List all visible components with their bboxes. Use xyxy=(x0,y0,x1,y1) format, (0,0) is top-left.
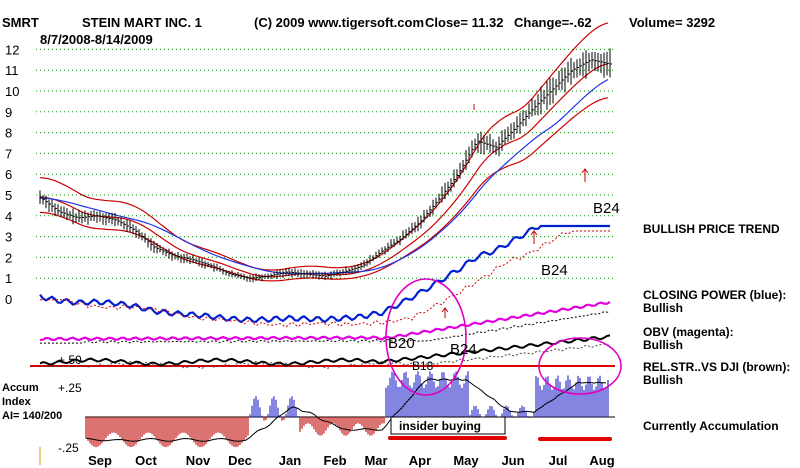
change-readout: Change=-.62 xyxy=(514,15,592,30)
obv-title: OBV (magenta): xyxy=(643,325,734,339)
price-tick-0: 0 xyxy=(5,292,12,307)
x-tick-jan: Jan xyxy=(279,453,301,468)
x-tick-oct: Oct xyxy=(135,453,157,468)
relstr-title: REL.STR..VS DJI (brown): xyxy=(643,360,791,374)
price-tick-2: 2 xyxy=(5,250,12,265)
highlight-ellipse-1 xyxy=(385,278,467,396)
price-tick-9: 9 xyxy=(5,105,12,120)
x-tick-jul: Jul xyxy=(549,453,568,468)
accumulation-ma-line xyxy=(85,378,607,442)
price-tick-6: 6 xyxy=(5,167,12,182)
insider-buying-box xyxy=(390,416,506,435)
obv-state: Bullish xyxy=(643,338,684,352)
x-tick-feb: Feb xyxy=(323,453,346,468)
x-tick-nov: Nov xyxy=(186,453,211,468)
company-name: STEIN MART INC. 1 xyxy=(82,15,202,30)
accum-tick-1: +.25 xyxy=(58,381,82,395)
accum-tick-0: +.50 xyxy=(58,353,82,367)
obv-ma xyxy=(40,311,611,344)
change-value: -.62 xyxy=(569,15,592,30)
volume-readout: Volume= 3292 xyxy=(629,15,715,30)
x-tick-aug: Aug xyxy=(589,453,614,468)
closing-power-state: Bullish xyxy=(643,301,684,315)
x-axis: Sep Oct Nov Dec Jan Feb Mar Apr May Jun Jul Aug xyxy=(88,453,615,468)
accum-state: Currently Accumulation xyxy=(643,419,779,433)
relstr-state: Bullish xyxy=(643,373,684,387)
price-tick-5: 5 xyxy=(5,188,12,203)
buy-arrow-1 xyxy=(441,307,449,318)
price-tick-12: 12 xyxy=(5,42,19,57)
close-readout: Close= 11.32 xyxy=(425,15,503,30)
closing-power-line xyxy=(39,224,610,324)
price-tick-4: 4 xyxy=(5,209,12,224)
relative-strength-line xyxy=(39,334,611,367)
price-bars xyxy=(39,48,612,283)
price-tick-7: 7 xyxy=(5,146,12,161)
closing-power-title: CLOSING POWER (blue): xyxy=(643,288,787,302)
x-tick-mar: Mar xyxy=(364,453,387,468)
lower-band-line xyxy=(39,97,609,282)
red-moving-average xyxy=(39,63,609,278)
buy-arrow-3 xyxy=(581,168,589,182)
price-tick-3: 3 xyxy=(5,230,12,245)
copyright-text: (C) 2009 www.tigersoft.com xyxy=(254,15,424,30)
volume-label: Volume= xyxy=(629,15,683,30)
ticker-label: SMRT xyxy=(2,15,39,30)
accum-tick-2: -.25 xyxy=(58,441,79,455)
close-value: 11.32 xyxy=(471,15,504,30)
buy-arrow-2 xyxy=(530,230,538,244)
closing-power-ma xyxy=(40,230,610,328)
date-range: 8/7/2008-8/14/2009 xyxy=(40,32,153,47)
highlight-ellipse-2 xyxy=(538,337,622,395)
insider-buying-label: insider buying xyxy=(399,419,481,433)
price-trend-label: BULLISH PRICE TREND xyxy=(643,222,780,236)
relative-strength-ma xyxy=(40,343,611,369)
volume-value: 3292 xyxy=(686,15,716,30)
price-tick-11: 11 xyxy=(5,63,19,78)
signal-b24-c: B24 xyxy=(593,200,620,217)
obv-line xyxy=(39,300,611,342)
accum-title-1: Accum xyxy=(2,382,39,394)
buy-arrows xyxy=(441,104,589,318)
price-tick-1: 1 xyxy=(5,271,12,286)
price-tick-8: 8 xyxy=(5,126,12,141)
accum-ai-value: AI= 140/200 xyxy=(2,410,63,422)
signal-b18: B18 xyxy=(412,359,434,373)
signal-b20: B20 xyxy=(388,335,415,352)
change-label: Change= xyxy=(514,15,570,30)
price-gridlines xyxy=(36,48,615,279)
x-tick-may: May xyxy=(453,453,479,468)
accumulation-bars xyxy=(85,371,609,448)
price-tick-10: 10 xyxy=(5,84,19,99)
x-tick-apr: Apr xyxy=(409,453,431,468)
x-tick-dec: Dec xyxy=(228,453,252,468)
x-tick-sep: Sep xyxy=(88,453,112,468)
upper-band-line xyxy=(39,22,609,271)
signal-b24-b: B24 xyxy=(541,262,568,279)
x-tick-jun: Jun xyxy=(501,453,524,468)
accum-title-2: Index xyxy=(2,396,31,408)
blue-moving-average xyxy=(39,78,609,275)
close-label: Close= xyxy=(425,15,468,30)
signal-b24-a: B24 xyxy=(450,341,477,358)
